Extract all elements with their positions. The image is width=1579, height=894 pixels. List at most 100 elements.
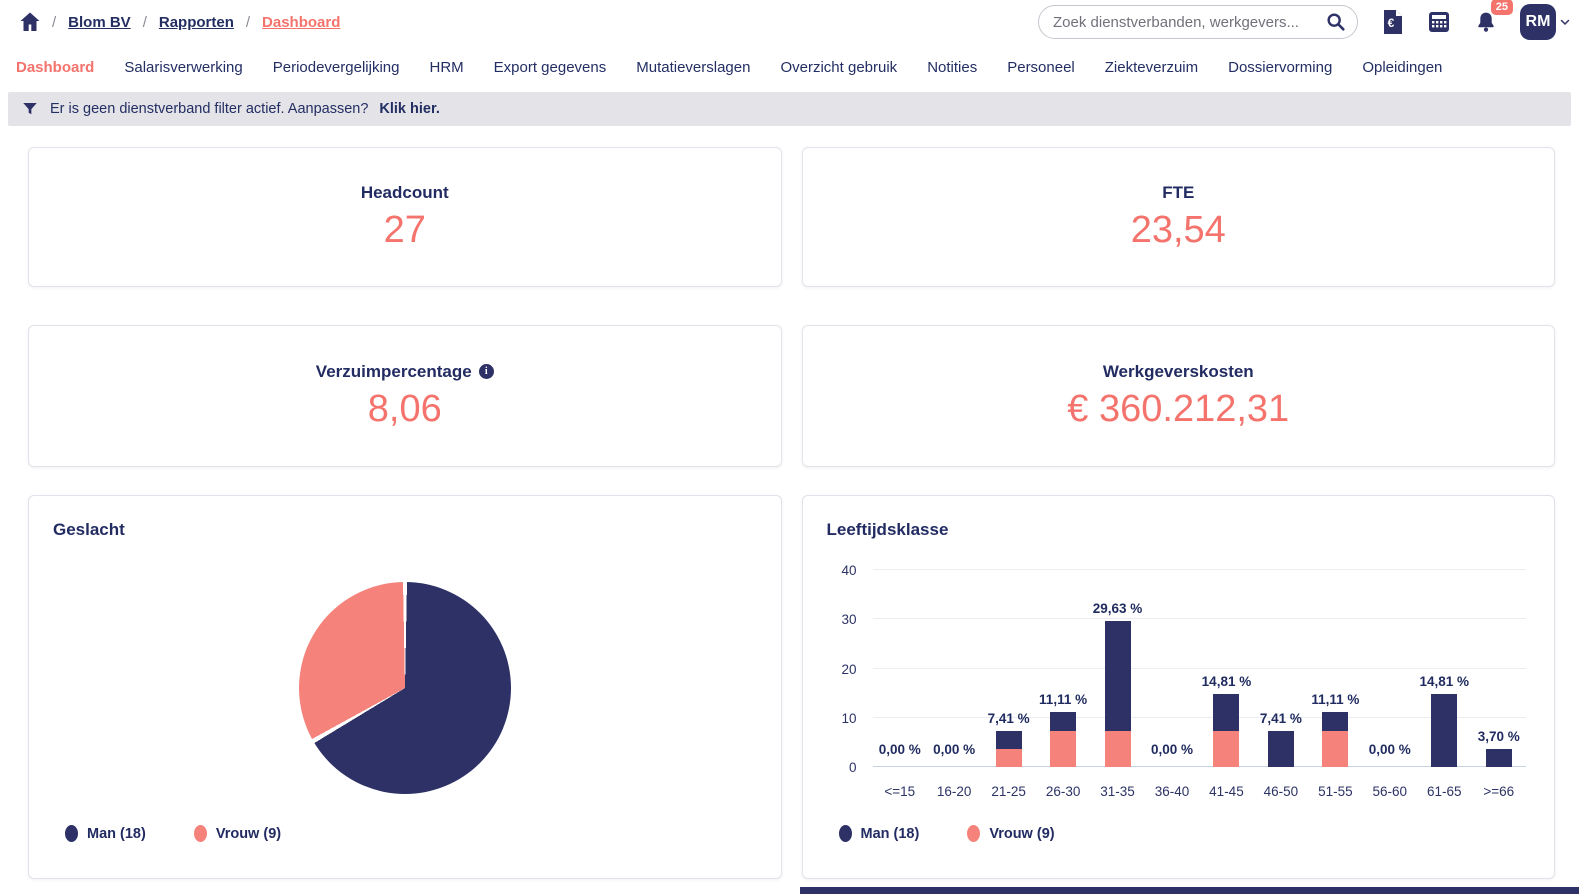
fte-card: FTE 23,54 [801, 147, 1555, 287]
filter-notice-bar: Er is geen dienstverband filter actief. … [8, 92, 1571, 126]
bar-column-31-35: 29,63 % [1090, 570, 1144, 767]
bar-value-label: 0,00 % [1150, 742, 1193, 757]
calculator-icon[interactable] [1426, 9, 1452, 35]
notification-badge: 25 [1490, 0, 1513, 16]
bar-segment-man[interactable] [1431, 694, 1458, 767]
breadcrumb-link-rapporten[interactable]: Rapporten [158, 13, 234, 31]
bar-value-label: 14,81 % [1419, 674, 1470, 690]
x-tick-26-30: 26-30 [1045, 784, 1081, 799]
bar-segment-vrouw[interactable] [1050, 730, 1077, 767]
search-input[interactable] [1053, 13, 1325, 31]
dashboard-content: Headcount 27 FTE 23,54 Verzuimpercentage… [0, 147, 1579, 879]
legend-item-man-18[interactable]: Man (18) [65, 825, 146, 842]
tab-notities[interactable]: Notities [927, 59, 978, 76]
tab-hrm[interactable]: HRM [429, 59, 464, 76]
breadcrumb-link-dashboard[interactable]: Dashboard [262, 13, 341, 31]
filter-adjust-link[interactable]: Klik hier. [379, 101, 440, 117]
bar-segment-man[interactable] [1267, 730, 1294, 767]
legend-label: Vrouw (9) [989, 825, 1055, 842]
legend-item-vrouw-9[interactable]: Vrouw (9) [193, 825, 281, 842]
bar-segment-man[interactable] [1104, 621, 1131, 731]
bar-segment-vrouw[interactable] [1104, 730, 1131, 767]
breadcrumb-separator: / [245, 13, 251, 31]
y-tick-30: 30 [841, 612, 857, 628]
bar-value-label: 29,63 % [1092, 601, 1143, 617]
bar-segment-vrouw[interactable] [995, 748, 1022, 767]
bar-segment-man[interactable] [1322, 712, 1349, 731]
search-icon[interactable] [1325, 11, 1347, 33]
breadcrumb-separator: / [142, 13, 147, 31]
bar-segment-vrouw[interactable] [1213, 730, 1240, 767]
bar-segment-man[interactable] [995, 730, 1022, 749]
payroll-document-icon[interactable]: € [1379, 9, 1405, 35]
legend-label: Man (18) [860, 825, 920, 842]
tab-periodevergelijking[interactable]: Periodevergelijking [272, 59, 400, 76]
breadcrumb-separator: / [52, 13, 57, 31]
verzuim-value: 8,06 [367, 387, 442, 430]
legend-item-vrouw-9[interactable]: Vrouw (9) [967, 825, 1055, 842]
geslacht-chart-title: Geslacht [53, 520, 125, 539]
bar-legend: Man (18) Vrouw (9) [838, 825, 1055, 842]
x-tick-36-40: 36-40 [1154, 784, 1190, 799]
global-search[interactable] [1038, 5, 1358, 39]
x-tick-21-25: 21-25 [991, 784, 1026, 799]
headcount-value: 27 [383, 208, 426, 251]
bar-value-label: 0,00 % [878, 742, 921, 757]
avatar[interactable]: RM [1520, 4, 1556, 40]
info-icon[interactable]: i [478, 364, 494, 380]
bar-column-56-60: 0,00 % [1363, 570, 1417, 767]
y-tick-0: 0 [848, 760, 857, 775]
fte-title: FTE [1162, 182, 1195, 202]
bar-columns: 0,00 % 0,00 % 7,41 % 11,11 % 29,63 % 0,00 % 14… [873, 570, 1527, 767]
x-tick-16-20: 16-20 [936, 784, 972, 799]
bar-segment-man[interactable] [1050, 712, 1077, 731]
gridline-30 [872, 618, 1526, 620]
notifications-bell-icon[interactable]: 25 [1473, 0, 1513, 35]
charts-row: Geslacht Man (18) Vrouw (9) Leeftijdsklas… [28, 495, 1555, 879]
tab-dossiervorming[interactable]: Dossiervorming [1228, 59, 1333, 76]
gridline-10 [872, 716, 1526, 718]
gridline-0 [872, 766, 1526, 767]
chevron-down-icon [1560, 19, 1570, 26]
y-tick-10: 10 [841, 710, 857, 726]
bar-column-16-20: 0,00 % [927, 570, 981, 767]
bar-value-label: 11,11 % [1311, 692, 1360, 708]
tab-ziekteverzuim[interactable]: Ziekteverzuim [1104, 59, 1199, 76]
bar-chart-area: 0 10 20 30 40 0,00 % 0,00 % 7,41 % 11,11 % 29,63… [827, 563, 1531, 870]
user-menu[interactable]: RM [1520, 4, 1571, 40]
bar-segment-vrouw[interactable] [1322, 730, 1349, 767]
werkgeverskosten-card: Werkgeverskosten € 360.212,31 [801, 325, 1555, 467]
legend-item-man-18[interactable]: Man (18) [838, 825, 920, 842]
breadcrumb-link-blom-bv[interactable]: Blom BV [68, 13, 131, 31]
home-icon[interactable] [18, 10, 42, 34]
tab-salarisverwerking[interactable]: Salarisverwerking [124, 59, 243, 76]
bar-segment-man[interactable] [1485, 748, 1512, 767]
svg-text:€: € [1388, 16, 1395, 30]
bar-segment-man[interactable] [1213, 694, 1240, 731]
legend-dot [193, 825, 207, 842]
bar-plot: 0,00 % 0,00 % 7,41 % 11,11 % 29,63 % 0,00 % 14… [872, 569, 1527, 767]
stat-cards-row-1: Headcount 27 FTE 23,54 [28, 147, 1555, 287]
tab-personeel[interactable]: Personeel [1007, 59, 1075, 76]
headcount-card: Headcount 27 [28, 147, 782, 287]
x-tick-51-55: 51-55 [1318, 784, 1353, 799]
bar-column-21-25: 7,41 % [981, 570, 1035, 767]
tab-overzicht-gebruik[interactable]: Overzicht gebruik [780, 59, 898, 76]
tab-dashboard[interactable]: Dashboard [16, 59, 95, 76]
tab-opleidingen[interactable]: Opleidingen [1362, 59, 1443, 76]
bar-column-41-45: 14,81 % [1199, 570, 1253, 767]
x-tick-66: >=66 [1483, 784, 1515, 799]
bar-column-51-55: 11,11 % [1308, 570, 1362, 767]
bar-value-label: 0,00 % [933, 742, 976, 757]
top-header: / Blom BV / Rapporten / Dashboard € [0, 0, 1579, 44]
verzuim-title: Verzuimpercentage i [316, 362, 494, 382]
gender-pie[interactable] [298, 582, 511, 794]
header-actions: € 25 RM [1038, 0, 1570, 40]
bar-value-label: 11,11 % [1039, 692, 1088, 708]
tab-export-gegevens[interactable]: Export gegevens [493, 59, 607, 76]
bar-x-axis: <=15 16-20 21-25 26-30 31-35 36-40 41-45 46-50 5… [873, 784, 1527, 799]
x-tick-31-35: 31-35 [1100, 784, 1135, 799]
legend-dot [967, 825, 981, 842]
x-tick-15: <=15 [884, 784, 916, 799]
tab-mutatieverslagen[interactable]: Mutatieverslagen [636, 59, 751, 76]
